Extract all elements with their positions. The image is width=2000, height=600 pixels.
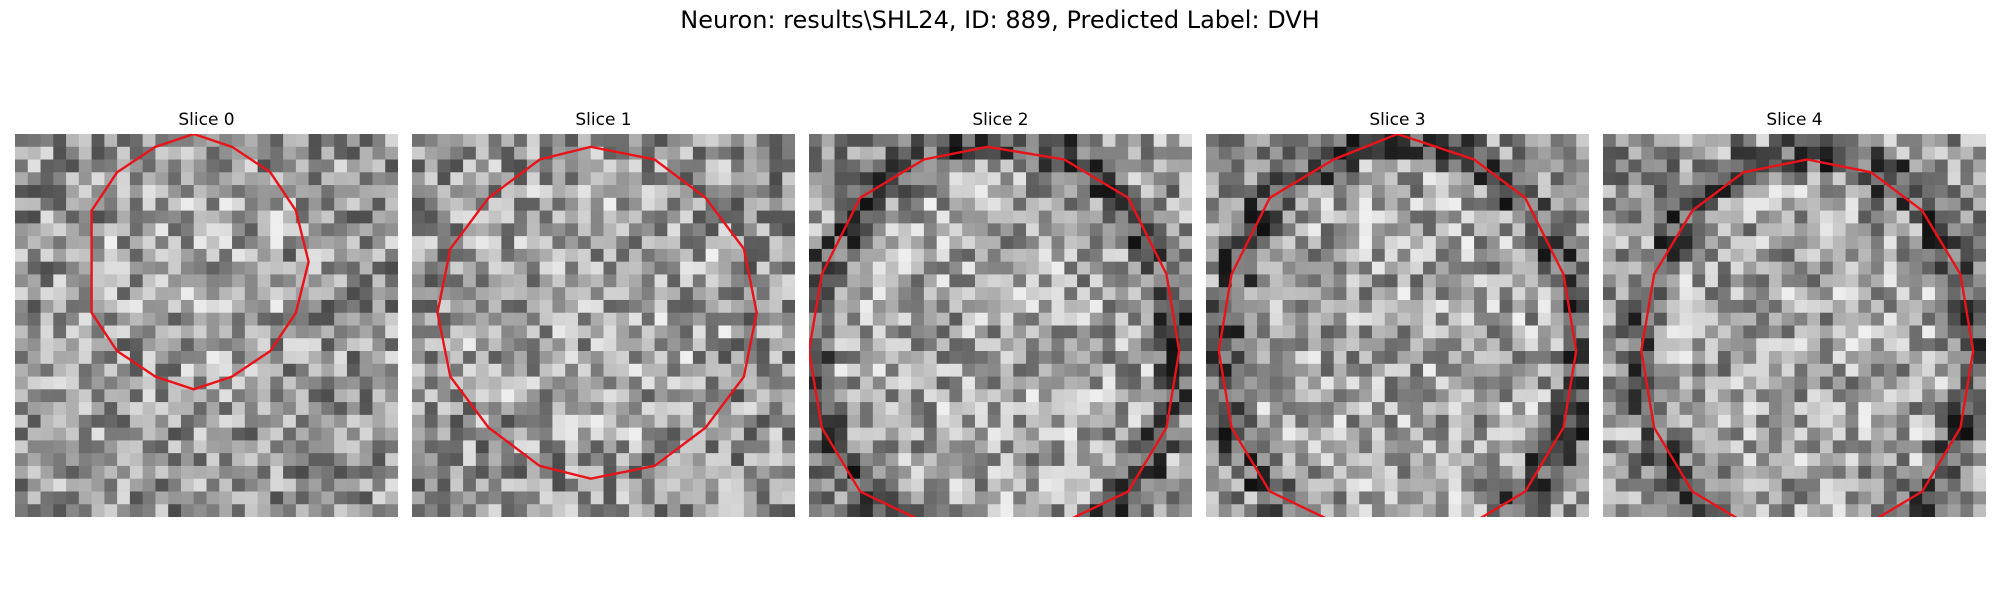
slice-title: Slice 3 xyxy=(1369,110,1426,130)
figure-title: Neuron: results\SHL24, ID: 889, Predicte… xyxy=(680,6,1320,34)
slice-title: Slice 0 xyxy=(178,110,235,130)
cell-contour xyxy=(809,145,1181,517)
slice-image-4 xyxy=(1603,134,1986,517)
cell-contour xyxy=(436,145,758,480)
cell-contour xyxy=(1217,134,1578,517)
slice-title: Slice 1 xyxy=(575,110,632,130)
slice-image-3 xyxy=(1206,134,1589,517)
slice-image-1 xyxy=(412,134,795,517)
slice-title: Slice 2 xyxy=(972,110,1029,130)
cell-contour xyxy=(1640,158,1975,517)
slice-title: Slice 4 xyxy=(1766,110,1823,130)
slice-image-2 xyxy=(809,134,1192,517)
slice-image-0 xyxy=(15,134,398,517)
cell-contour xyxy=(90,134,310,391)
